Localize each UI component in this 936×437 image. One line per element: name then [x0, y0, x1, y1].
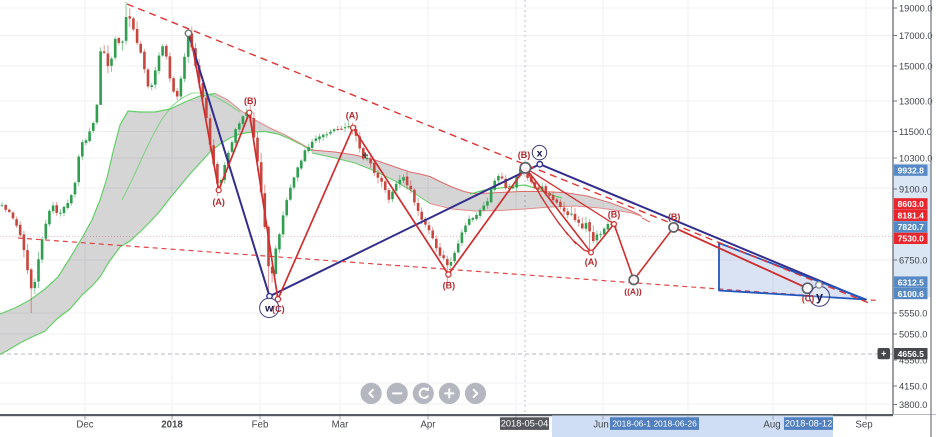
svg-text:w: w	[264, 303, 274, 315]
svg-text:(C): (C)	[272, 304, 285, 314]
svg-text:Apr: Apr	[420, 419, 436, 430]
svg-text:(B): (B)	[518, 150, 531, 160]
svg-text:10300.0: 10300.0	[899, 153, 933, 163]
svg-text:(B): (B)	[244, 96, 257, 106]
svg-text:4550.0: 4550.0	[899, 355, 927, 365]
svg-text:(A): (A)	[212, 197, 225, 207]
svg-text:6100.6: 6100.6	[898, 289, 925, 299]
svg-text:7820.7: 7820.7	[898, 222, 925, 232]
svg-text:8181.4: 8181.4	[898, 211, 925, 221]
svg-text:Sep: Sep	[855, 419, 872, 430]
svg-text:+: +	[362, 150, 368, 162]
svg-text:13000.0: 13000.0	[899, 96, 933, 106]
svg-text:(A): (A)	[585, 257, 598, 267]
svg-text:((A)): ((A))	[624, 287, 642, 297]
svg-text:4656.5: 4656.5	[898, 349, 925, 359]
svg-text:19000.0: 19000.0	[899, 3, 933, 13]
svg-text:2018: 2018	[161, 419, 183, 430]
svg-text:5550.0: 5550.0	[899, 308, 927, 318]
svg-text:11500.0: 11500.0	[899, 127, 932, 137]
svg-text:x: x	[537, 147, 543, 159]
svg-text:9932.8: 9932.8	[898, 165, 925, 175]
svg-text:6312.5: 6312.5	[898, 277, 925, 287]
svg-text:3800.0: 3800.0	[899, 400, 927, 410]
svg-text:+: +	[881, 349, 886, 359]
svg-text:6750.0: 6750.0	[899, 255, 927, 265]
svg-text:15000.0: 15000.0	[899, 61, 933, 71]
svg-text:y: y	[816, 290, 823, 304]
svg-text:Dec: Dec	[76, 419, 93, 430]
svg-text:9100.0: 9100.0	[899, 184, 927, 194]
svg-text:2018-06-1 2018-06-26: 2018-06-1 2018-06-26	[612, 419, 697, 429]
svg-text:Mar: Mar	[332, 419, 349, 430]
svg-text:4150.0: 4150.0	[899, 381, 927, 391]
svg-text:2018-08-12: 2018-08-12	[785, 419, 833, 429]
svg-text:Aug: Aug	[763, 419, 780, 430]
svg-text:Jun: Jun	[593, 419, 609, 430]
svg-text:(B): (B)	[608, 210, 621, 220]
svg-text:5050.0: 5050.0	[899, 329, 927, 339]
svg-text:7530.0: 7530.0	[898, 234, 925, 244]
svg-text:(C): (C)	[802, 294, 815, 304]
svg-text:2018-05-04: 2018-05-04	[501, 419, 549, 429]
svg-text:8603.0: 8603.0	[898, 199, 925, 209]
svg-text:Feb: Feb	[252, 419, 269, 430]
svg-text:(A): (A)	[346, 111, 359, 121]
svg-text:17000.0: 17000.0	[899, 31, 933, 41]
svg-text:(B): (B)	[443, 281, 456, 291]
svg-text:(B): (B)	[668, 212, 681, 222]
